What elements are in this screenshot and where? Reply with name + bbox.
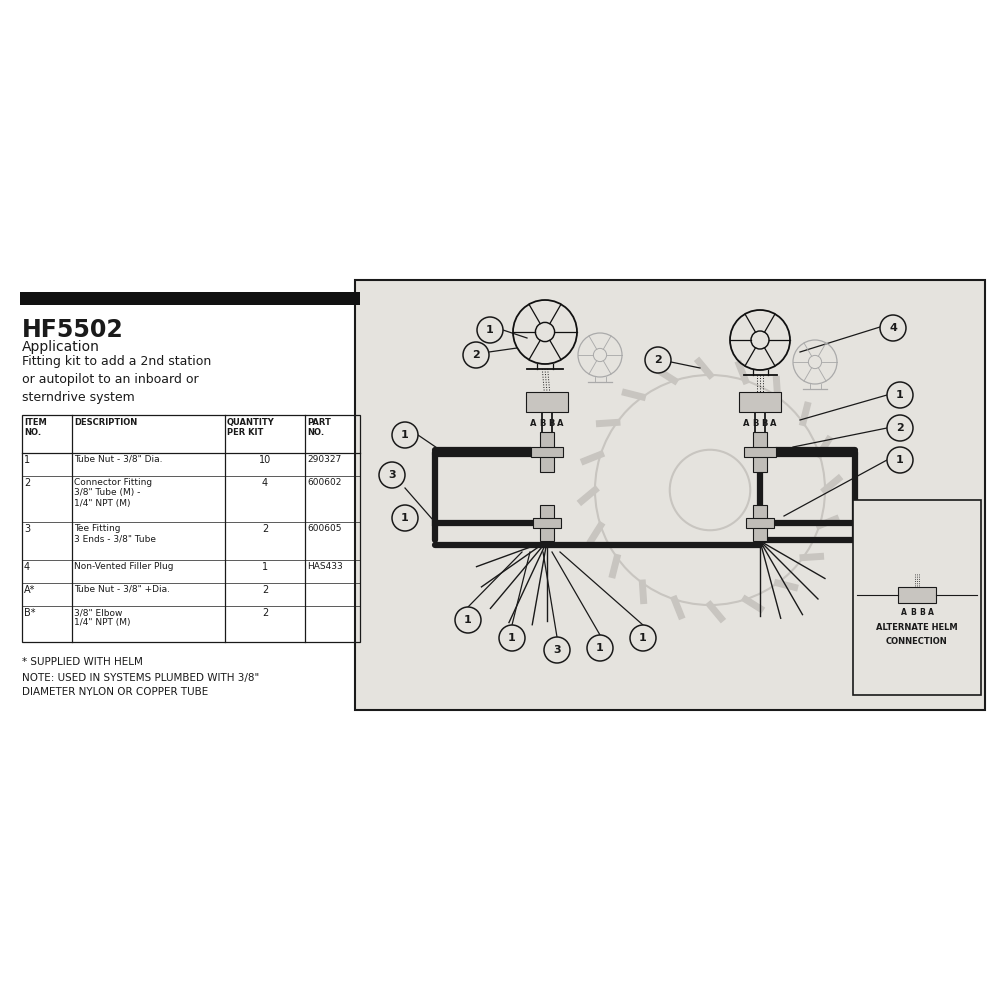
Circle shape [645, 347, 671, 373]
Text: DIAMETER NYLON OR COPPER TUBE: DIAMETER NYLON OR COPPER TUBE [22, 687, 208, 697]
Text: CONNECTION: CONNECTION [886, 637, 948, 646]
Text: 600602: 600602 [307, 478, 341, 487]
Text: Fitting kit to add a 2nd station: Fitting kit to add a 2nd station [22, 355, 211, 368]
Text: NOTE: USED IN SYSTEMS PLUMBED WITH 3/8": NOTE: USED IN SYSTEMS PLUMBED WITH 3/8" [22, 673, 259, 683]
Circle shape [630, 625, 656, 651]
Text: A: A [530, 419, 536, 428]
Text: 1: 1 [24, 455, 30, 465]
Text: A: A [928, 608, 934, 617]
Text: 2: 2 [896, 423, 904, 433]
Circle shape [887, 415, 913, 441]
Bar [853, 500, 981, 695]
Text: Application: Application [22, 340, 100, 354]
Text: HF5502: HF5502 [22, 318, 124, 342]
Text: QUANTITY
PER KIT: QUANTITY PER KIT [227, 418, 275, 437]
Bar [22, 415, 360, 642]
Circle shape [379, 462, 405, 488]
Text: 1: 1 [596, 643, 604, 653]
Text: 10: 10 [259, 455, 271, 465]
Text: Tube Nut - 3/8" Dia.: Tube Nut - 3/8" Dia. [74, 455, 162, 464]
Text: B*: B* [24, 608, 36, 618]
Text: 600605: 600605 [307, 524, 342, 533]
Text: 4: 4 [889, 323, 897, 333]
Text: 2: 2 [24, 478, 30, 488]
Text: B: B [539, 419, 545, 428]
Text: 2: 2 [262, 524, 268, 534]
Bar [746, 518, 774, 528]
Text: 4: 4 [262, 478, 268, 488]
Text: 2: 2 [654, 355, 662, 365]
Text: B: B [919, 608, 925, 617]
Text: 1: 1 [486, 325, 494, 335]
Text: 2: 2 [262, 608, 268, 618]
Bar [753, 432, 767, 472]
Text: 1: 1 [464, 615, 472, 625]
Text: 290327: 290327 [307, 455, 341, 464]
Bar [744, 447, 776, 457]
Text: 3: 3 [553, 645, 561, 655]
Text: HAS433: HAS433 [307, 562, 343, 571]
Text: 3/8" Elbow
1/4" NPT (M): 3/8" Elbow 1/4" NPT (M) [74, 608, 130, 627]
Bar [540, 505, 554, 541]
Circle shape [544, 637, 570, 663]
Text: 2: 2 [472, 350, 480, 360]
Bar [739, 392, 781, 412]
Text: Non-Vented Filler Plug: Non-Vented Filler Plug [74, 562, 174, 571]
Circle shape [887, 447, 913, 473]
Text: * SUPPLIED WITH HELM: * SUPPLIED WITH HELM [22, 657, 143, 667]
Text: B: B [910, 608, 916, 617]
Bar [533, 518, 561, 528]
Circle shape [392, 422, 418, 448]
Circle shape [880, 315, 906, 341]
Text: 3: 3 [24, 524, 30, 534]
Text: ITEM
NO.: ITEM NO. [24, 418, 47, 437]
Text: 1: 1 [508, 633, 516, 643]
Text: 1: 1 [896, 390, 904, 400]
Text: 1: 1 [401, 430, 409, 440]
Text: ALTERNATE HELM: ALTERNATE HELM [876, 623, 958, 632]
Text: DESCRIPTION: DESCRIPTION [74, 418, 137, 427]
Bar [20, 292, 360, 305]
Text: A: A [901, 608, 907, 617]
Text: A: A [743, 419, 749, 428]
Text: 1: 1 [401, 513, 409, 523]
Text: B: B [548, 419, 554, 428]
Text: 1: 1 [896, 455, 904, 465]
Text: B: B [761, 419, 767, 428]
Text: B: B [752, 419, 758, 428]
Text: Tube Nut - 3/8" +Dia.: Tube Nut - 3/8" +Dia. [74, 585, 170, 594]
Text: or autopilot to an inboard or: or autopilot to an inboard or [22, 373, 199, 386]
Circle shape [477, 317, 503, 343]
Text: PART
NO.: PART NO. [307, 418, 331, 437]
Bar [898, 587, 936, 603]
Text: Tee Fitting
3 Ends - 3/8" Tube: Tee Fitting 3 Ends - 3/8" Tube [74, 524, 156, 543]
Text: A: A [770, 419, 776, 428]
Text: Connector Fitting
3/8" Tube (M) -
1/4" NPT (M): Connector Fitting 3/8" Tube (M) - 1/4" N… [74, 478, 152, 508]
Bar [355, 280, 985, 710]
Bar [753, 505, 767, 541]
Circle shape [455, 607, 481, 633]
Circle shape [499, 625, 525, 651]
Bar [540, 432, 554, 472]
Circle shape [392, 505, 418, 531]
Text: A*: A* [24, 585, 35, 595]
Circle shape [887, 382, 913, 408]
Circle shape [463, 342, 489, 368]
Text: 1: 1 [639, 633, 647, 643]
Text: 1: 1 [262, 562, 268, 572]
Text: 4: 4 [24, 562, 30, 572]
Bar [531, 447, 563, 457]
Text: A: A [557, 419, 563, 428]
Text: 2: 2 [262, 585, 268, 595]
Text: sterndrive system: sterndrive system [22, 391, 135, 404]
Bar [526, 392, 568, 412]
Circle shape [587, 635, 613, 661]
Text: 3: 3 [388, 470, 396, 480]
